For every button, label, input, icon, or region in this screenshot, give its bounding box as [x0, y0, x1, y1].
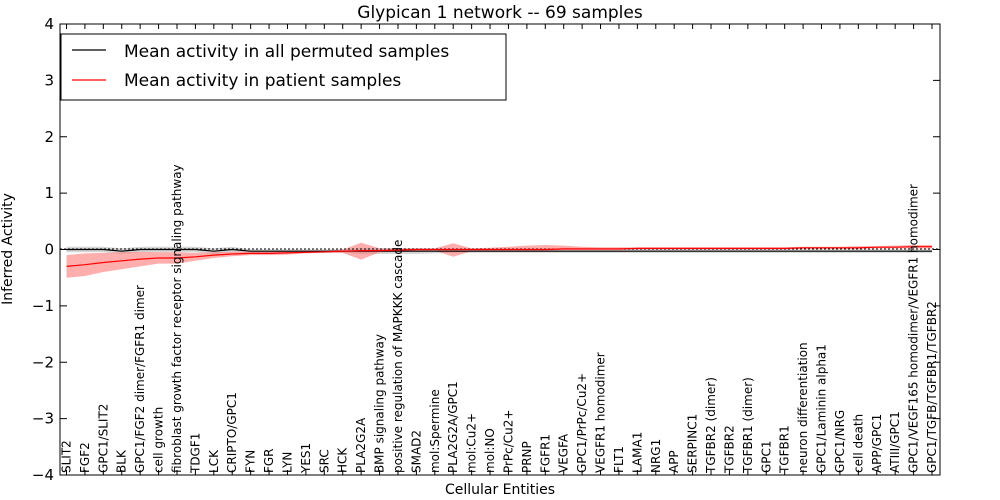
y-axis: −4 −3 −2 −1 0 1 2 3 4 [32, 15, 940, 484]
x-tick-label: GPC1/VEGF165 homodimer/VEGFR1 homodimer [907, 184, 921, 473]
x-tick-label: BMP signaling pathway [373, 334, 387, 473]
x-tick-label: GPC1/Laminin alpha1 [815, 344, 829, 473]
x-tick-label: SRC [317, 449, 331, 473]
x-tick-label: mol:Spermine [428, 389, 442, 473]
x-axis: SLIT2 FGF2 GPC1/SLIT2 BLK GPC1/FGF2 dimer/FG… [60, 24, 939, 475]
x-tick-label: FGF2 [78, 442, 92, 473]
x-tick-label: fibroblast growth factor receptor signal… [170, 164, 184, 473]
x-tick-label: GPC1/SLIT2 [96, 404, 110, 473]
x-tick-label: SLIT2 [60, 440, 74, 473]
x-tick-label: APP/GPC1 [870, 414, 884, 473]
x-tick-label: PLA2G2A [354, 417, 368, 473]
x-tick-label: TGFBR2 (dimer) [704, 377, 718, 474]
x-tick-label: VEGFA [557, 433, 571, 473]
x-tick-label: mol:Cu2+ [465, 413, 479, 473]
x-tick-label: TGFBR2 [722, 425, 736, 474]
x-tick-label: YES1 [299, 443, 313, 474]
x-tick-label: cell death [851, 414, 865, 473]
x-tick-label: GPC1/TGFB/TGFBR1/TGFBR2 [925, 301, 939, 473]
y-tick-label: 1 [44, 184, 54, 202]
y-tick-label: 3 [44, 71, 54, 89]
x-tick-label: PrPc/Cu2+ [502, 410, 516, 474]
x-tick-label: LYN [281, 452, 295, 473]
series-line-1 [66, 246, 932, 267]
x-tick-label: LCK [207, 449, 221, 473]
x-tick-label: SERPINC1 [686, 414, 700, 473]
y-tick-label: −3 [32, 410, 54, 428]
x-tick-label: CRIPTO/GPC1 [225, 392, 239, 473]
legend-label-permuted: Mean activity in all permuted samples [124, 42, 449, 62]
x-tick-label: HCK [336, 447, 350, 473]
legend-box [60, 33, 507, 101]
x-tick-label: FGFR1 [538, 434, 552, 473]
x-tick-label: FLT1 [612, 446, 626, 473]
x-tick-label: GPC1 [759, 440, 773, 473]
y-tick-label: −4 [32, 466, 54, 484]
x-tick-label: FYN [244, 450, 258, 473]
x-tick-label: LAMA1 [630, 432, 644, 473]
y-axis-label: Inferred Activity [0, 193, 16, 305]
x-tick-label: positive regulation of MAPKKK cascade [391, 240, 405, 473]
x-tick-label: cell growth [152, 407, 166, 473]
x-tick-label: NRG1 [649, 439, 663, 473]
legend-label-patient: Mean activity in patient samples [124, 71, 401, 91]
legend: Mean activity in all permuted samples Me… [60, 33, 507, 101]
x-tick-label: SMAD2 [409, 430, 423, 473]
y-tick-label: 0 [44, 241, 54, 259]
y-tick-label: −2 [32, 353, 54, 371]
series-line-0 [66, 248, 932, 252]
x-tick-label: GPC1/PrPc/Cu2+ [575, 373, 589, 473]
x-tick-label: VEGFR1 homodimer [594, 352, 608, 473]
x-tick-label: TGFBR1 (dimer) [741, 377, 755, 474]
x-tick-label: ATIII/GPC1 [888, 411, 902, 473]
x-tick-label: BLK [115, 449, 129, 473]
x-tick-label: GPC1/NRG [833, 410, 847, 473]
x-axis-label: Cellular Entities [445, 482, 555, 498]
x-tick-label: FGR [262, 448, 276, 473]
series-lines [66, 246, 932, 267]
y-tick-label: 4 [44, 15, 54, 33]
x-tick-label: PRNP [520, 441, 534, 473]
chart-title: Glypican 1 network -- 69 samples [357, 3, 643, 23]
x-tick-label: mol:NO [483, 428, 497, 473]
x-tick-label: GPC1/FGF2 dimer/FGFR1 dimer [133, 285, 147, 473]
y-tick-label: −1 [32, 297, 54, 315]
x-tick-label: APP [667, 450, 681, 473]
y-tick-label: 2 [44, 128, 54, 146]
x-tick-label: TDGF1 [188, 433, 202, 474]
x-tick-label: TGFBR1 [778, 425, 792, 474]
x-tick-label: neuron differentiation [796, 342, 810, 473]
x-tick-label: PLA2G2A/GPC1 [446, 381, 460, 473]
